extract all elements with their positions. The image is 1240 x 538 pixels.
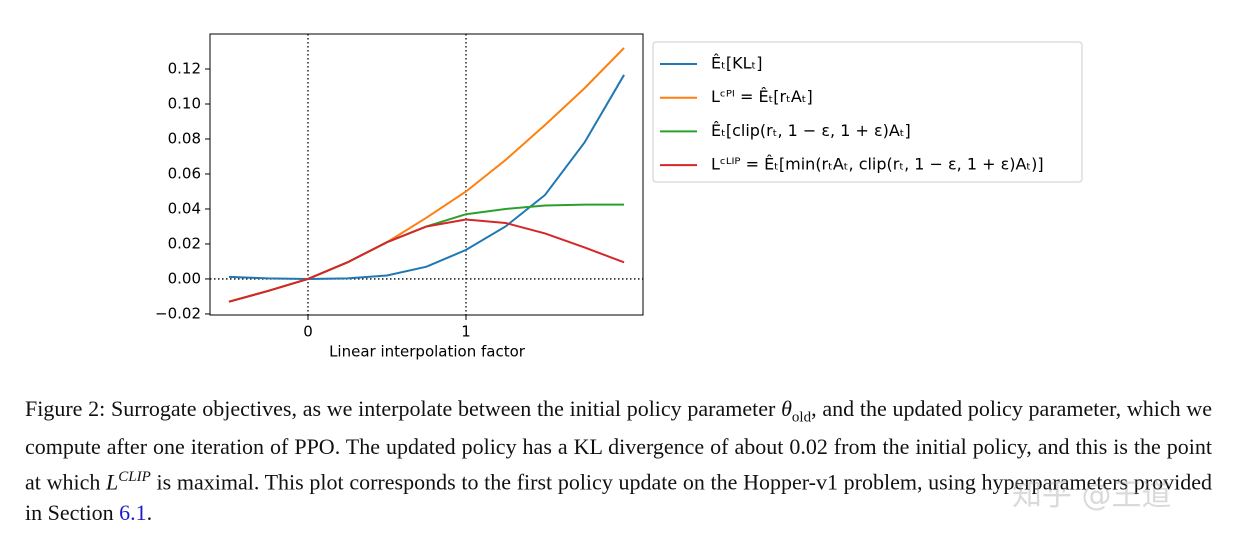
caption: Figure 2: Surrogate objectives, as we in… <box>25 394 1212 528</box>
y-tick-label: 0.02 <box>168 234 201 252</box>
series-line <box>228 218 625 303</box>
series-line <box>228 203 625 303</box>
caption-text: , and the updated policy parameter, whic… <box>25 396 1213 495</box>
chart: Linear interpolation factor −0.02 0.00 0.0… <box>155 33 1083 361</box>
plot-frame <box>209 33 644 316</box>
y-tick-label: 0.10 <box>168 94 201 112</box>
legend: Êₜ[KLₜ] Lᶜᴾᴵ = Êₜ[rₜAₜ] Êₜ[clip(rₜ, 1 − ε,… <box>652 41 1083 183</box>
legend-label: Êₜ[clip(rₜ, 1 − ε, 1 + ε)Aₜ] <box>711 121 911 140</box>
y-tick-label: 0.04 <box>168 199 201 217</box>
y-tick-label: 0.06 <box>168 164 201 182</box>
legend-label: Lᶜᴾᴵ = Êₜ[rₜAₜ] <box>711 87 813 106</box>
section-link[interactable]: 6.1 <box>119 499 147 525</box>
legend-label: Lᶜᴸᴵᴾ = Êₜ[min(rₜAₜ, clip(rₜ, 1 − ε, 1 +… <box>711 155 1044 174</box>
caption-math: CLIP <box>118 469 151 486</box>
caption-text: is maximal. This plot corresponds to the… <box>25 469 1212 525</box>
watermark: 知乎 @王道 <box>1012 478 1172 513</box>
series-line <box>228 47 625 303</box>
y-tick-label: 0.12 <box>168 59 201 77</box>
y-tick-label: 0.00 <box>168 269 201 287</box>
caption-text: Figure 2: Surrogate objectives, as we in… <box>25 396 782 421</box>
legend-box <box>652 41 1083 183</box>
x-tick-label: 1 <box>461 323 471 341</box>
y-tick-label: −0.02 <box>155 304 201 322</box>
x-axis-label: Linear interpolation factor <box>329 343 526 361</box>
caption-math: L <box>106 469 119 495</box>
series-line <box>228 74 625 280</box>
legend-label: Êₜ[KLₜ] <box>711 54 762 73</box>
caption-text: . <box>146 499 153 525</box>
y-tick-label: 0.08 <box>168 129 201 147</box>
x-tick-label: 0 <box>303 323 313 341</box>
caption-math: θ <box>781 396 792 421</box>
caption-math: old <box>791 409 812 426</box>
